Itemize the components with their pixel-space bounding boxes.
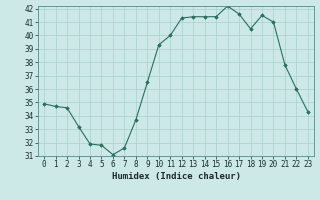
X-axis label: Humidex (Indice chaleur): Humidex (Indice chaleur) <box>111 172 241 181</box>
